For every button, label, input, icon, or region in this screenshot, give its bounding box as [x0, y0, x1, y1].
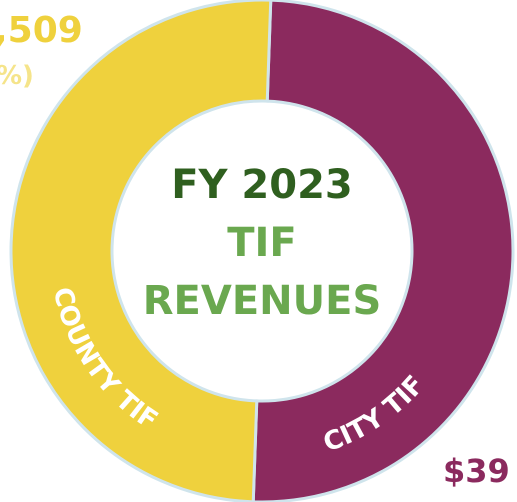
slice	[251, 0, 515, 502]
annotation: %)	[0, 61, 34, 91]
slices	[9, 0, 515, 502]
chart-subtitle: TIF	[227, 220, 297, 266]
annotation: $39	[443, 452, 510, 490]
chart-subtitle: REVENUES	[143, 278, 382, 324]
annotation: ,509	[0, 10, 83, 51]
chart-title: FY 2023	[171, 162, 353, 208]
slice	[9, 0, 273, 502]
